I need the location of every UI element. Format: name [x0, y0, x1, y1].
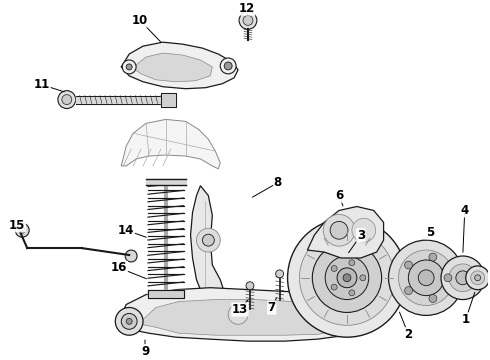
Circle shape	[429, 294, 437, 302]
Text: 11: 11	[34, 78, 50, 91]
Circle shape	[349, 290, 355, 296]
Circle shape	[122, 60, 136, 74]
Circle shape	[360, 275, 366, 281]
Circle shape	[312, 243, 382, 312]
Polygon shape	[119, 288, 367, 341]
Circle shape	[349, 260, 355, 266]
Text: 7: 7	[268, 301, 276, 314]
Circle shape	[239, 12, 257, 29]
Circle shape	[243, 15, 253, 25]
Circle shape	[444, 274, 452, 282]
Circle shape	[449, 264, 477, 292]
Text: 5: 5	[426, 226, 434, 239]
Text: 6: 6	[335, 189, 343, 202]
Circle shape	[202, 234, 214, 246]
Circle shape	[341, 314, 353, 325]
Polygon shape	[134, 53, 212, 82]
Circle shape	[246, 282, 254, 290]
Circle shape	[19, 227, 25, 233]
Circle shape	[475, 275, 481, 281]
Circle shape	[337, 268, 357, 288]
Circle shape	[228, 305, 248, 324]
Polygon shape	[191, 186, 225, 305]
Circle shape	[345, 318, 349, 321]
Circle shape	[220, 58, 236, 74]
Polygon shape	[307, 207, 384, 258]
Circle shape	[466, 266, 490, 290]
Circle shape	[429, 253, 437, 261]
Circle shape	[441, 256, 485, 300]
Circle shape	[121, 314, 137, 329]
Polygon shape	[121, 120, 220, 169]
Polygon shape	[141, 300, 344, 335]
Circle shape	[343, 274, 351, 282]
Text: 2: 2	[404, 328, 413, 341]
Circle shape	[224, 62, 232, 70]
Circle shape	[405, 287, 413, 294]
Circle shape	[352, 219, 376, 242]
Text: 9: 9	[141, 345, 149, 357]
Text: 16: 16	[111, 261, 127, 274]
Circle shape	[15, 223, 29, 237]
Text: 14: 14	[118, 224, 134, 237]
Text: 15: 15	[9, 219, 25, 232]
Circle shape	[418, 270, 434, 286]
Text: 10: 10	[132, 14, 148, 27]
Circle shape	[389, 240, 464, 315]
Text: 8: 8	[273, 176, 282, 189]
Circle shape	[126, 318, 132, 324]
Text: 4: 4	[461, 204, 469, 217]
Polygon shape	[121, 42, 238, 89]
Circle shape	[62, 95, 72, 104]
Circle shape	[408, 260, 444, 296]
Circle shape	[405, 261, 413, 269]
Circle shape	[58, 91, 76, 108]
Circle shape	[196, 228, 220, 252]
Text: 12: 12	[239, 2, 255, 15]
Text: 3: 3	[357, 229, 365, 242]
Circle shape	[115, 307, 143, 335]
Circle shape	[331, 266, 337, 271]
Circle shape	[398, 250, 454, 306]
Circle shape	[331, 284, 337, 290]
Circle shape	[126, 64, 132, 70]
Circle shape	[471, 271, 485, 285]
Circle shape	[276, 270, 284, 278]
Circle shape	[288, 219, 406, 337]
Text: 13: 13	[232, 303, 248, 316]
Circle shape	[456, 271, 470, 285]
Circle shape	[335, 307, 359, 331]
Circle shape	[125, 250, 137, 262]
Circle shape	[323, 215, 355, 246]
Text: 1: 1	[462, 313, 470, 326]
Circle shape	[325, 256, 369, 300]
Circle shape	[330, 221, 348, 239]
Circle shape	[299, 230, 394, 325]
